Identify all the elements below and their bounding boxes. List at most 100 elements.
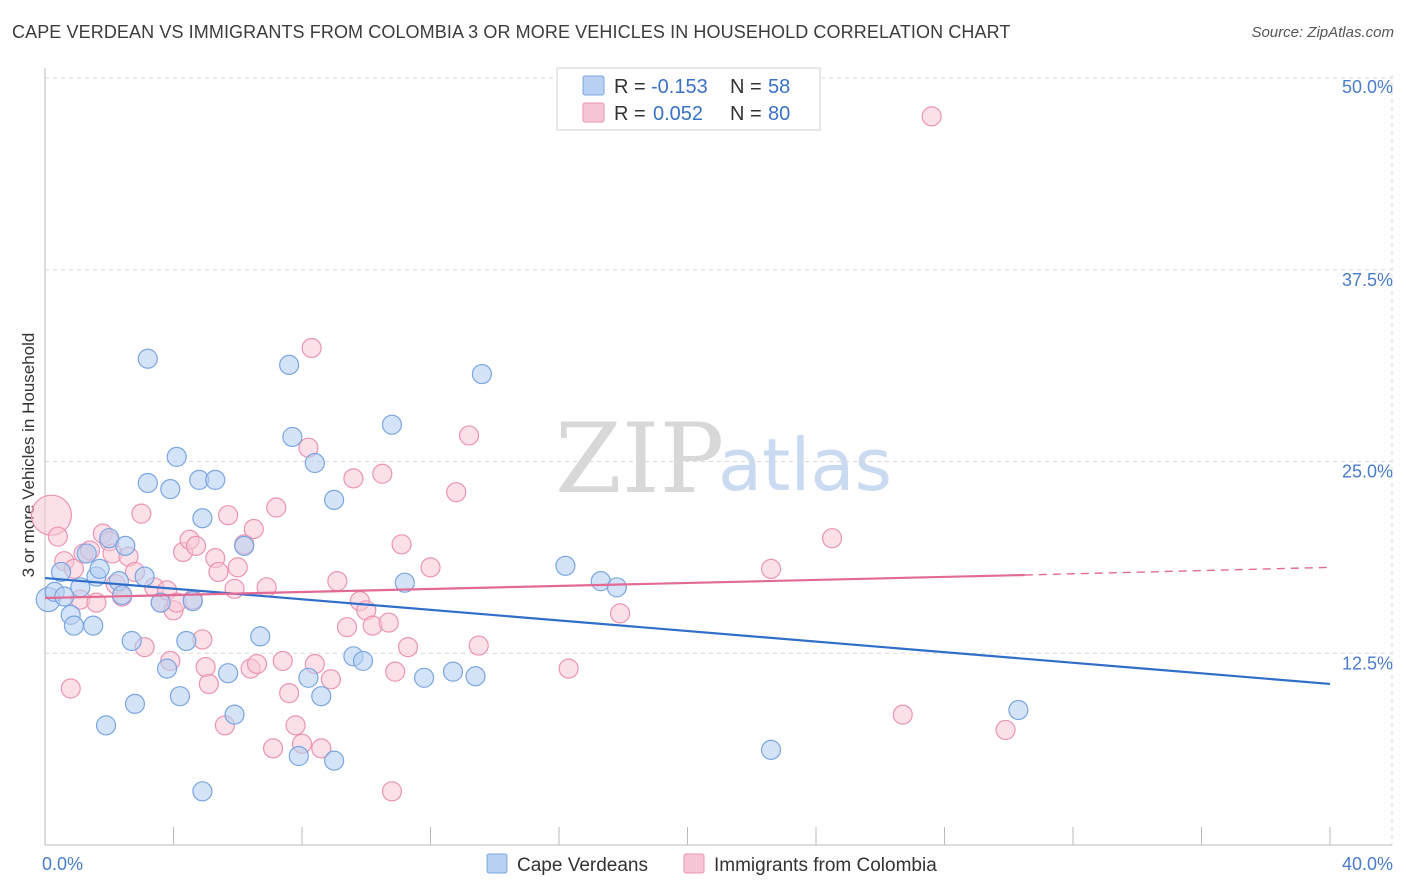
watermark-atlas: atlas bbox=[718, 423, 892, 507]
colombia-point bbox=[262, 738, 284, 759]
y-tick-labels: 12.5% 25.0% 37.5% 50.0% bbox=[1342, 77, 1393, 673]
source-label: Source: ZipAtlas.com bbox=[1251, 24, 1394, 41]
colombia-point bbox=[227, 557, 248, 578]
y-tick-label-3: 50.0% bbox=[1342, 77, 1393, 97]
stats-legend: R = -0.153 N = 58 R = 0.052 N = 80 bbox=[556, 67, 821, 131]
colombia-point bbox=[995, 719, 1016, 741]
legend-n-value-2: 80 bbox=[768, 103, 790, 125]
colombia-point bbox=[311, 738, 332, 759]
cape-verdeans-point bbox=[176, 630, 197, 652]
legend-r-label-2: R = bbox=[614, 103, 646, 125]
trend-line-colombia bbox=[44, 573, 1025, 600]
cape-verdeans-point bbox=[83, 615, 104, 636]
cape-verdeans-point bbox=[250, 626, 271, 647]
cape-verdeans-point bbox=[95, 715, 117, 736]
series-legend-colombia: Immigrants from Colombia bbox=[714, 855, 937, 876]
series-legend-cape-verdeans: Cape Verdeans bbox=[517, 855, 648, 876]
cape-verdeans-point bbox=[394, 572, 415, 593]
cape-verdeans-point bbox=[121, 630, 142, 652]
legend-n-value-1: 58 bbox=[768, 76, 790, 98]
colombia-point bbox=[185, 535, 207, 556]
colombia-point bbox=[372, 463, 393, 484]
colombia-point bbox=[760, 558, 782, 579]
colombia-point bbox=[921, 106, 942, 127]
colombia-point bbox=[327, 571, 348, 592]
grid-lines bbox=[45, 75, 1393, 845]
cape-verdeans-point bbox=[137, 348, 158, 369]
cape-verdeans-point bbox=[1008, 699, 1029, 721]
colombia-point bbox=[208, 561, 229, 583]
colombia-point bbox=[301, 337, 322, 359]
legend-r-value-2: 0.052 bbox=[653, 103, 703, 125]
trend-line-cape-verdeans bbox=[44, 576, 1331, 686]
cape-verdeans-point bbox=[115, 535, 136, 556]
colombia-point bbox=[558, 658, 579, 679]
colombia-point bbox=[821, 528, 843, 549]
legend-r-value-1: -0.153 bbox=[651, 76, 708, 98]
cape-verdeans-point bbox=[50, 561, 72, 583]
colombia-point bbox=[343, 468, 364, 489]
cape-verdeans-point bbox=[160, 479, 181, 500]
cape-verdeans-point bbox=[381, 414, 403, 435]
legend-r-label-1: R = bbox=[614, 76, 646, 98]
colombia-point bbox=[218, 505, 239, 526]
cape-verdeans-point bbox=[76, 543, 97, 564]
cape-verdeans-point bbox=[311, 686, 332, 707]
colombia-point bbox=[391, 534, 412, 555]
cape-verdeans-point bbox=[298, 667, 319, 688]
cape-verdeans-point bbox=[324, 489, 345, 510]
colombia-point bbox=[60, 678, 81, 699]
colombia-point bbox=[609, 603, 631, 624]
cape-verdeans-point bbox=[352, 650, 374, 672]
y-tick-label-2: 37.5% bbox=[1342, 270, 1393, 290]
colombia-point bbox=[279, 683, 300, 704]
cape-verdeans-point bbox=[124, 693, 146, 714]
cape-verdeans-point bbox=[137, 472, 158, 494]
cape-verdeans-point bbox=[192, 781, 213, 802]
colombia-point bbox=[47, 526, 68, 547]
cape-verdeans-point bbox=[465, 666, 486, 687]
legend-swatch-blue bbox=[582, 75, 605, 96]
series-cape-verdeans-points bbox=[35, 348, 1029, 802]
cape-verdeans-point bbox=[192, 508, 213, 529]
colombia-point bbox=[381, 781, 403, 802]
cape-verdeans-point bbox=[234, 535, 255, 556]
colombia-point bbox=[458, 425, 480, 446]
series-legend-swatch-pink bbox=[683, 853, 705, 874]
colombia-point bbox=[320, 669, 342, 690]
cape-verdeans-point bbox=[606, 577, 627, 598]
colombia-point bbox=[378, 612, 399, 633]
cape-verdeans-point bbox=[166, 446, 187, 467]
colombia-point bbox=[285, 715, 306, 736]
x-tick-label-0: 0.0% bbox=[42, 854, 83, 874]
cape-verdeans-point bbox=[279, 354, 300, 375]
cape-verdeans-point bbox=[205, 469, 226, 491]
cape-verdeans-point bbox=[288, 745, 309, 767]
watermark-zip: ZIP bbox=[555, 403, 724, 515]
x-tick-label-1: 40.0% bbox=[1342, 854, 1393, 874]
colombia-point bbox=[272, 650, 293, 672]
legend-n-label-2: N = bbox=[730, 103, 762, 125]
cape-verdeans-point bbox=[63, 615, 85, 636]
cape-verdeans-point bbox=[182, 590, 203, 612]
cape-verdeans-point bbox=[442, 661, 464, 682]
series-legend-swatch-blue bbox=[486, 853, 508, 874]
cape-verdeans-point bbox=[555, 555, 576, 576]
series-legend: Cape Verdeans Immigrants from Colombia bbox=[486, 853, 937, 876]
trend-lines bbox=[44, 566, 1331, 686]
legend-swatch-pink bbox=[582, 102, 605, 123]
colombia-point bbox=[420, 557, 441, 578]
cape-verdeans-point bbox=[150, 592, 171, 613]
cape-verdeans-point bbox=[413, 667, 435, 688]
y-axis-label: 3 or more Vehicles in Household bbox=[19, 333, 38, 578]
cape-verdeans-point bbox=[304, 452, 325, 474]
colombia-point bbox=[446, 482, 467, 503]
colombia-point bbox=[131, 503, 152, 524]
cape-verdeans-point bbox=[471, 363, 492, 385]
y-tick-label-1: 25.0% bbox=[1342, 462, 1393, 482]
colombia-point bbox=[198, 673, 219, 695]
trend-line-colombia-extension bbox=[1024, 566, 1331, 576]
chart-title: CAPE VERDEAN VS IMMIGRANTS FROM COLOMBIA… bbox=[12, 22, 1011, 42]
colombia-point bbox=[336, 617, 358, 638]
colombia-point bbox=[397, 637, 419, 658]
